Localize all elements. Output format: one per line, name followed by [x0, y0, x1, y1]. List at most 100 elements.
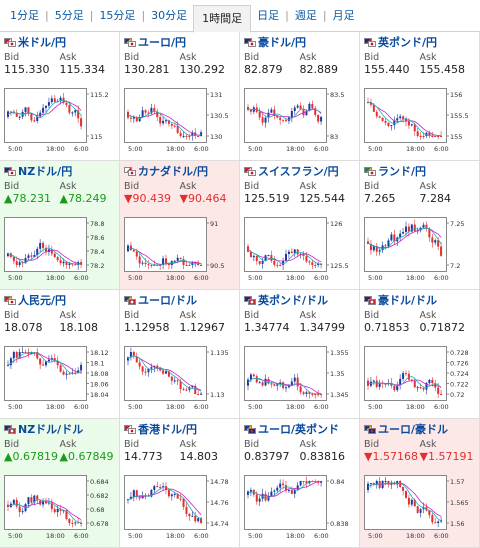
pair-title[interactable]: 豪ドル/円	[244, 35, 355, 49]
mini-candlestick-chart[interactable]: 91 90.5 5:00 18:00 6:00	[124, 217, 232, 283]
candle-body	[372, 246, 375, 251]
pair-name[interactable]: 英ポンド/円	[378, 36, 438, 49]
chart-frame	[364, 88, 447, 143]
currency-pair-card[interactable]: 豪ドル/ドル Bid Ask 0.71853 0.71872 0.728 0.726 0.72…	[360, 290, 480, 419]
candle-body	[279, 264, 282, 266]
y-tick-label: 83	[330, 133, 338, 141]
currency-pair-card[interactable]: NZドル/ドル Bid Ask ▲0.67819 ▲0.67849 0.684 0.682 0…	[0, 419, 120, 548]
pair-name[interactable]: カナダドル/円	[138, 165, 209, 178]
pair-title[interactable]: 豪ドル/ドル	[364, 293, 475, 307]
tab-5[interactable]: 日足	[257, 8, 280, 22]
pair-title[interactable]: NZドル/円	[4, 164, 115, 178]
candle-body	[384, 245, 387, 247]
tab-2[interactable]: 15分足	[99, 8, 136, 22]
currency-pair-card[interactable]: 英ポンド/ドル Bid Ask 1.34774 1.34799 1.355 1.35 1.34…	[240, 290, 360, 419]
tab-3[interactable]: 30分足	[151, 8, 188, 22]
mini-candlestick-chart[interactable]: 14.78 14.76 14.74 5:00 18:00 6:00	[124, 475, 232, 541]
currency-pair-card[interactable]: 人民元/円 Bid Ask 18.078 18.108 18.12 18.1 18.08 18.…	[0, 290, 120, 419]
pair-title[interactable]: 香港ドル/円	[124, 422, 235, 436]
flag-icon	[124, 295, 136, 305]
tab-0[interactable]: 1分足	[10, 8, 39, 22]
bid-value: 18.078	[4, 321, 43, 334]
pair-title[interactable]: 英ポンド/円	[364, 35, 475, 49]
mini-candlestick-chart[interactable]: 115.2 115 5:00 18:00 6:00	[4, 88, 112, 154]
x-tick-label: 18:00	[166, 145, 185, 153]
chart-frame	[4, 88, 87, 143]
candle-body	[191, 385, 194, 388]
tab-1[interactable]: 5分足	[54, 8, 84, 22]
pair-title[interactable]: 米ドル/円	[4, 35, 115, 49]
pair-title[interactable]: 英ポンド/ドル	[244, 293, 355, 307]
currency-pair-card[interactable]: カナダドル/円 Bid Ask ▼90.439 ▼90.464 91 90.5 5:00 18:…	[120, 161, 240, 290]
currency-pair-card[interactable]: ユーロ/英ポンド Bid Ask 0.83797 0.83816 0.84 0.838 5:0…	[240, 419, 360, 548]
candle-body	[74, 522, 77, 524]
candle-body	[62, 371, 65, 375]
mini-candlestick-chart[interactable]: 156 155.5 155 5:00 18:00 6:00	[364, 88, 472, 154]
pair-title[interactable]: ユーロ/円	[124, 35, 235, 49]
mini-candlestick-chart[interactable]: 131 130.5 130 5:00 18:00 6:00	[124, 88, 232, 154]
pair-title[interactable]: ユーロ/英ポンド	[244, 422, 355, 436]
pair-name[interactable]: 米ドル/円	[18, 36, 67, 49]
pair-name[interactable]: NZドル/円	[18, 165, 73, 178]
x-tick-label: 6:00	[314, 532, 329, 540]
mini-candlestick-chart[interactable]: 7.25 7.2 5:00 18:00 6:00	[364, 217, 472, 283]
mini-candlestick-chart[interactable]: 18.12 18.1 18.08 18.06 18.04 5:00 18:00 6:00	[4, 346, 112, 412]
mini-candlestick-chart[interactable]: 78.8 78.6 78.4 78.2 5:00 18:00 6:00	[4, 217, 112, 283]
currency-pair-card[interactable]: ユーロ/豪ドル Bid Ask ▼1.57168 ▼1.57191 1.57 1.565 1.…	[360, 419, 480, 548]
pair-name[interactable]: ユーロ/ドル	[138, 294, 198, 307]
candle-body	[36, 352, 39, 359]
currency-pair-card[interactable]: 米ドル/円 Bid Ask 115.330 115.334 115.2 115 5:00 18:…	[0, 32, 120, 161]
currency-pair-card[interactable]: ユーロ/ドル Bid Ask 1.12958 1.12967 1.135 1.13 5:00 1…	[120, 290, 240, 419]
pair-name[interactable]: 香港ドル/円	[138, 423, 198, 436]
tab-7[interactable]: 月足	[332, 8, 355, 22]
pair-name[interactable]: ユーロ/英ポンド	[258, 423, 340, 436]
mini-candlestick-chart[interactable]: 0.728 0.726 0.724 0.722 0.72 5:00 18:00 6:00	[364, 346, 472, 412]
currency-pair-card[interactable]: 英ポンド/円 Bid Ask 155.440 155.458 156 155.5 155 5:0…	[360, 32, 480, 161]
pair-title[interactable]: カナダドル/円	[124, 164, 235, 178]
mini-candlestick-chart[interactable]: 1.57 1.565 1.56 5:00 18:00 6:00	[364, 475, 472, 541]
flag-icon	[124, 37, 136, 47]
pair-name[interactable]: 豪ドル/ドル	[378, 294, 438, 307]
pair-title[interactable]: NZドル/ドル	[4, 422, 115, 436]
y-tick-label: 18.12	[90, 349, 109, 357]
pair-title[interactable]: 人民元/円	[4, 293, 115, 307]
pair-title[interactable]: ランド/円	[364, 164, 475, 178]
y-tick-label: 0.684	[90, 478, 109, 486]
pair-title[interactable]: スイスフラン/円	[244, 164, 355, 178]
mini-candlestick-chart[interactable]: 0.84 0.838 5:00 18:00 6:00	[244, 475, 352, 541]
pair-name[interactable]: ユーロ/円	[138, 36, 187, 49]
pair-title[interactable]: ユーロ/豪ドル	[364, 422, 475, 436]
candle-body	[191, 132, 194, 136]
candle-body	[402, 231, 405, 234]
x-tick-label: 6:00	[74, 403, 89, 411]
currency-pair-card[interactable]: スイスフラン/円 Bid Ask 125.519 125.544 126 125.5 5:00…	[240, 161, 360, 290]
x-tick-label: 6:00	[194, 145, 209, 153]
candle-body	[127, 357, 129, 361]
candle-body	[39, 112, 42, 117]
pair-name[interactable]: 英ポンド/ドル	[258, 294, 329, 307]
mini-candlestick-chart[interactable]: 1.135 1.13 5:00 18:00 6:00	[124, 346, 232, 412]
candle-body	[305, 255, 308, 262]
candle-body	[431, 515, 434, 523]
currency-pair-card[interactable]: ユーロ/円 Bid Ask 130.281 130.292 131 130.5 130 5:00…	[120, 32, 240, 161]
mini-candlestick-chart[interactable]: 83.5 83 5:00 18:00 6:00	[244, 88, 352, 154]
pair-name[interactable]: 豪ドル/円	[258, 36, 307, 49]
mini-candlestick-chart[interactable]: 126 125.5 5:00 18:00 6:00	[244, 217, 352, 283]
mini-candlestick-chart[interactable]: 1.355 1.35 1.345 5:00 18:00 6:00	[244, 346, 352, 412]
chart-frame	[244, 475, 327, 530]
pair-name[interactable]: NZドル/ドル	[18, 423, 84, 436]
tab-4[interactable]: 1時間足	[193, 4, 252, 33]
currency-pair-card[interactable]: 香港ドル/円 Bid Ask 14.773 14.803 14.78 14.76 14.74 5…	[120, 419, 240, 548]
pair-name[interactable]: ランド/円	[378, 165, 427, 178]
currency-pair-card[interactable]: 豪ドル/円 Bid Ask 82.879 82.889 83.5 83 5:00 18:00 6:…	[240, 32, 360, 161]
candle-body	[47, 102, 50, 106]
pair-name[interactable]: 人民元/円	[18, 294, 67, 307]
currency-pair-card[interactable]: NZドル/円 Bid Ask ▲78.231 ▲78.249 78.8 78.6 78.4 78…	[0, 161, 120, 290]
x-tick-label: 18:00	[286, 274, 305, 282]
currency-pair-card[interactable]: ランド/円 Bid Ask 7.265 7.284 7.25 7.2 5:00 18:00 6:0…	[360, 161, 480, 290]
pair-title[interactable]: ユーロ/ドル	[124, 293, 235, 307]
pair-name[interactable]: ユーロ/豪ドル	[378, 423, 449, 436]
mini-candlestick-chart[interactable]: 0.684 0.682 0.68 0.678 5:00 18:00 6:00	[4, 475, 112, 541]
pair-name[interactable]: スイスフラン/円	[258, 165, 339, 178]
tab-6[interactable]: 週足	[294, 8, 317, 22]
